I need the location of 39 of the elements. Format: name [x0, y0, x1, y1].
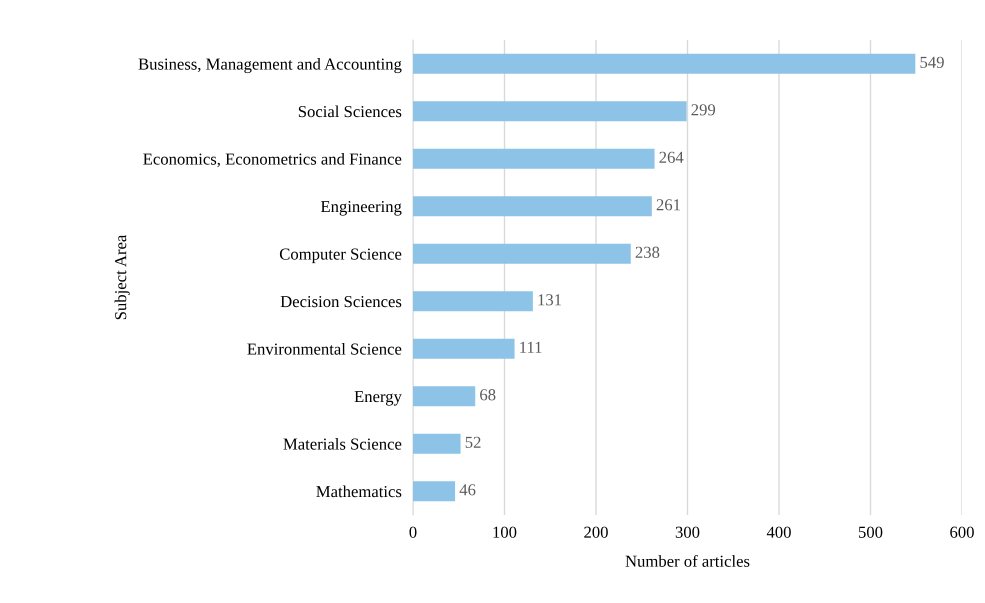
x-tick-label: 200 — [584, 526, 608, 538]
data-label: 264 — [659, 152, 684, 163]
y-tick-label: Mathematics — [316, 485, 402, 498]
x-tick-label: 400 — [766, 526, 791, 538]
y-tick-label: Engineering — [320, 200, 402, 216]
bar — [413, 101, 687, 122]
x-axis-title: Number of articles — [626, 554, 750, 567]
bar — [413, 244, 631, 264]
x-tick-label: 600 — [950, 526, 974, 538]
data-label: 299 — [691, 104, 716, 116]
data-label: 261 — [656, 199, 680, 210]
data-label: 68 — [480, 389, 496, 400]
y-tick-label: Materials Science — [283, 438, 402, 450]
data-label: 111 — [520, 342, 542, 353]
y-tick-label: Environmental Science — [247, 342, 402, 355]
bar — [413, 196, 652, 216]
data-label: 131 — [538, 294, 562, 306]
y-tick-label: Energy — [354, 391, 402, 406]
y-tick-label: Decision Sciences — [280, 296, 402, 308]
bar — [413, 386, 476, 406]
bar — [413, 291, 533, 312]
y-tick-label: Business, Management and Accounting — [138, 58, 402, 74]
y-tick-label: Computer Science — [280, 248, 402, 264]
bar — [413, 338, 515, 359]
data-label: 238 — [636, 246, 660, 258]
x-tick-label: 500 — [858, 526, 882, 538]
x-tick-label: 0 — [409, 526, 417, 538]
data-label: 46 — [460, 484, 476, 496]
y-tick-label: Economics, Econometrics and Finance — [143, 152, 402, 168]
bar — [413, 434, 461, 454]
data-label: 52 — [466, 436, 480, 448]
data-label: 549 — [920, 56, 944, 68]
x-tick-label: 300 — [676, 526, 700, 538]
bar — [413, 481, 456, 502]
y-tick-label: Social Sciences — [298, 105, 402, 118]
bar — [413, 54, 916, 74]
x-tick-label: 100 — [493, 526, 516, 538]
bar — [413, 148, 655, 169]
y-axis-title: Subject Area — [114, 234, 130, 320]
